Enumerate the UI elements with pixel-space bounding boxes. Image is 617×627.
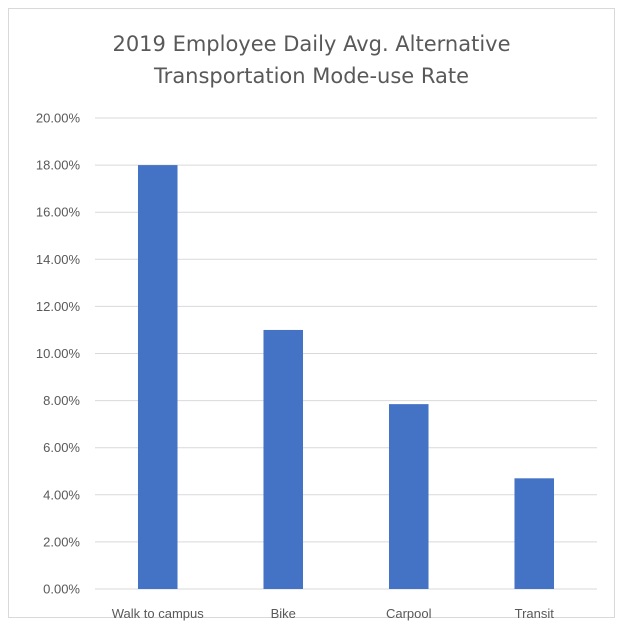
y-tick-label: 16.00% bbox=[36, 205, 81, 220]
x-tick-label: Transit bbox=[515, 606, 555, 621]
y-tick-label: 10.00% bbox=[36, 346, 81, 361]
y-tick-label: 20.00% bbox=[36, 111, 81, 126]
y-tick-label: 2.00% bbox=[43, 534, 80, 549]
y-tick-label: 0.00% bbox=[43, 582, 80, 597]
chart-frame bbox=[8, 8, 615, 618]
x-axis-ticks: Walk to campus Bike Carpool Transit bbox=[112, 606, 555, 621]
y-tick-label: 8.00% bbox=[43, 393, 80, 408]
y-tick-label: 4.00% bbox=[43, 487, 80, 502]
gridlines bbox=[95, 117, 597, 590]
bar bbox=[514, 478, 555, 589]
x-tick-label: Bike bbox=[271, 606, 296, 621]
x-tick-label: Carpool bbox=[386, 606, 432, 621]
y-tick-label: 6.00% bbox=[43, 440, 80, 455]
bar bbox=[137, 165, 178, 589]
bar bbox=[388, 404, 429, 589]
chart-title-line-2: Transportation Mode-use Rate bbox=[153, 64, 470, 88]
chart-title-line-1: 2019 Employee Daily Avg. Alternative bbox=[112, 32, 511, 56]
y-tick-label: 12.00% bbox=[36, 299, 81, 314]
y-tick-label: 14.00% bbox=[36, 252, 81, 267]
bar bbox=[263, 329, 304, 589]
x-tick-label: Walk to campus bbox=[112, 606, 204, 621]
y-tick-label: 18.00% bbox=[36, 158, 81, 173]
chart-title: 2019 Employee Daily Avg. Alternative Tra… bbox=[8, 28, 615, 92]
y-axis-ticks: 0.00% 2.00% 4.00% 6.00% 8.00% 10.00% 12.00% 14.… bbox=[36, 111, 81, 597]
bars bbox=[137, 165, 555, 589]
